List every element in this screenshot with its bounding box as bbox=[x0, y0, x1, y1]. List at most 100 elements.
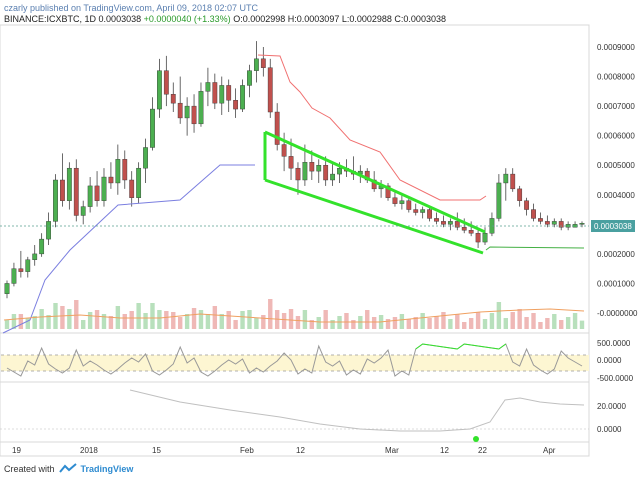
candle-body bbox=[101, 176, 107, 201]
volume-bar bbox=[108, 316, 114, 329]
indicator-axis-label: 0.0000 bbox=[597, 356, 622, 365]
candle-body bbox=[60, 179, 65, 201]
price-axis-label: 0.0007000 bbox=[597, 102, 635, 111]
volume-bar bbox=[399, 314, 405, 329]
last-price-badge bbox=[591, 220, 635, 232]
volume-bar bbox=[579, 320, 585, 329]
symbol-ohlc-line: BINANCE:ICXBTC, 1D 0.0003038 +0.0000040 … bbox=[4, 14, 446, 24]
volume-bar bbox=[510, 312, 515, 329]
volume-bar bbox=[247, 310, 252, 329]
candle-body bbox=[337, 167, 342, 175]
price-axis-label: 0.0009000 bbox=[597, 43, 635, 52]
volume-bar bbox=[177, 317, 183, 329]
candle-body bbox=[157, 70, 162, 110]
volume-bar bbox=[323, 310, 328, 329]
volume-bar bbox=[344, 313, 349, 329]
oscillator-axis-label: 0.0000 bbox=[597, 425, 622, 434]
volume-bar bbox=[122, 314, 127, 329]
candle-body bbox=[260, 58, 266, 68]
candle-body bbox=[461, 227, 467, 231]
volume-bar bbox=[60, 306, 65, 329]
candle-body bbox=[385, 185, 391, 198]
price-axis-label: -0.0000000 bbox=[597, 309, 638, 318]
volume-bar bbox=[538, 322, 543, 329]
candles bbox=[4, 41, 585, 299]
volume-bar bbox=[261, 315, 266, 329]
candle-body bbox=[517, 188, 523, 201]
tradingview-brand[interactable]: TradingView bbox=[80, 463, 134, 474]
candle-body bbox=[503, 173, 509, 184]
volume-bar bbox=[517, 309, 522, 329]
volume-bar bbox=[482, 319, 488, 329]
price-axis-label: 0.0006000 bbox=[597, 132, 635, 141]
volume-bar bbox=[462, 322, 467, 329]
volume-bar bbox=[157, 310, 162, 329]
volume-bar bbox=[87, 312, 93, 329]
candle-body bbox=[558, 221, 564, 228]
candle-body bbox=[427, 209, 432, 219]
volume-bar bbox=[365, 310, 370, 329]
volume-bar bbox=[302, 310, 308, 329]
volume-bars bbox=[4, 299, 585, 329]
candle-body bbox=[115, 159, 121, 184]
indicator-axis: 500.0000 0.0000 -500.0000 bbox=[597, 339, 634, 383]
volume-bar bbox=[371, 317, 377, 329]
volume-bar bbox=[18, 314, 24, 329]
volume-bar bbox=[32, 316, 37, 329]
volume-bar bbox=[164, 311, 169, 329]
candle-body bbox=[551, 221, 557, 225]
volume-bar bbox=[531, 313, 536, 329]
candle-body bbox=[108, 176, 114, 184]
candle-body bbox=[531, 209, 536, 219]
volume-bar bbox=[565, 317, 571, 329]
candle-body bbox=[281, 144, 287, 157]
candle-body bbox=[198, 91, 204, 125]
volume-bar bbox=[226, 311, 231, 329]
wedge-lower-line bbox=[264, 178, 484, 255]
candle-body bbox=[87, 185, 93, 207]
candle-body bbox=[226, 85, 232, 101]
candle-body bbox=[538, 218, 543, 222]
candle-body bbox=[39, 238, 45, 255]
x-axis-label: 2018 bbox=[80, 446, 98, 455]
publish-info: czarly published on TradingView.com, Apr… bbox=[4, 3, 258, 13]
oscillator-axis-label: 20.0000 bbox=[597, 402, 626, 411]
volume-bar bbox=[101, 314, 107, 329]
candle-body bbox=[53, 179, 58, 222]
close-value: 0.0003038 bbox=[403, 14, 446, 24]
volume-bar bbox=[11, 314, 17, 329]
volume-bar bbox=[503, 318, 508, 329]
volume-bar bbox=[559, 320, 564, 329]
oscillator-axis: 20.0000 0.0000 bbox=[597, 402, 626, 434]
volume-bar bbox=[94, 310, 100, 329]
x-axis-labels: 19 2018 15 Feb 12 Mar 12 22 Apr bbox=[12, 446, 556, 455]
created-with-text: Created with bbox=[4, 463, 55, 474]
candle-body bbox=[25, 259, 31, 272]
volume-bar bbox=[441, 312, 446, 329]
volume-bar bbox=[212, 306, 218, 329]
candle-body bbox=[482, 232, 488, 243]
volume-bar bbox=[136, 303, 141, 329]
volume-bar bbox=[489, 313, 495, 329]
candle-body bbox=[177, 102, 183, 119]
volume-bar bbox=[572, 313, 578, 329]
volume-bar bbox=[4, 319, 10, 329]
volume-bar bbox=[309, 320, 315, 329]
price-axis: 0.0009000 0.0008000 0.0007000 0.0006000 0.00… bbox=[597, 43, 638, 318]
x-axis-label: Feb bbox=[240, 446, 254, 455]
x-axis-label: 12 bbox=[296, 446, 305, 455]
candle-body bbox=[80, 206, 86, 216]
candle-body bbox=[150, 108, 155, 148]
tradingview-logo-icon[interactable] bbox=[58, 463, 77, 474]
candle-body bbox=[468, 230, 474, 234]
volume-bar bbox=[413, 317, 418, 329]
candle-body bbox=[240, 85, 245, 110]
candle-body bbox=[447, 221, 453, 225]
volume-bar bbox=[434, 316, 439, 329]
candle-body bbox=[510, 173, 516, 190]
candle-body bbox=[406, 200, 412, 210]
signal-dot bbox=[473, 436, 479, 442]
supertrend-up-line bbox=[2, 164, 255, 334]
volume-bar bbox=[552, 314, 557, 329]
